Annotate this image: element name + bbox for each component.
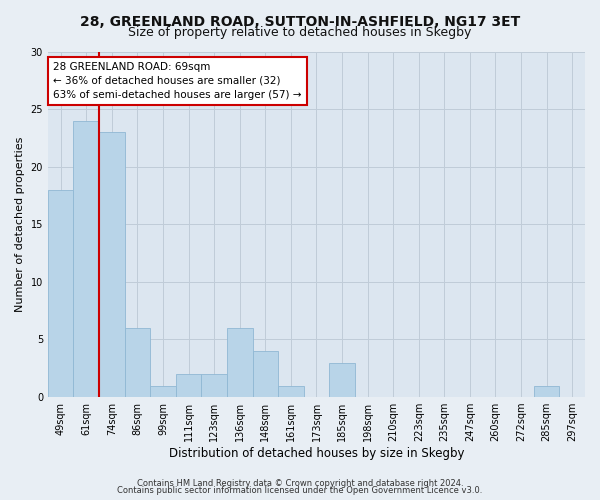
Text: Contains HM Land Registry data © Crown copyright and database right 2024.: Contains HM Land Registry data © Crown c… — [137, 478, 463, 488]
Bar — [48, 190, 73, 397]
X-axis label: Distribution of detached houses by size in Skegby: Distribution of detached houses by size … — [169, 447, 464, 460]
Bar — [73, 120, 99, 397]
Y-axis label: Number of detached properties: Number of detached properties — [15, 136, 25, 312]
Bar — [99, 132, 125, 397]
Bar — [125, 328, 150, 397]
Text: Contains public sector information licensed under the Open Government Licence v3: Contains public sector information licen… — [118, 486, 482, 495]
Bar — [329, 362, 355, 397]
Bar — [176, 374, 202, 397]
Text: 28, GREENLAND ROAD, SUTTON-IN-ASHFIELD, NG17 3ET: 28, GREENLAND ROAD, SUTTON-IN-ASHFIELD, … — [80, 15, 520, 29]
Bar — [534, 386, 559, 397]
Text: 28 GREENLAND ROAD: 69sqm
← 36% of detached houses are smaller (32)
63% of semi-d: 28 GREENLAND ROAD: 69sqm ← 36% of detach… — [53, 62, 302, 100]
Bar — [202, 374, 227, 397]
Bar — [253, 351, 278, 397]
Bar — [150, 386, 176, 397]
Bar — [278, 386, 304, 397]
Text: Size of property relative to detached houses in Skegby: Size of property relative to detached ho… — [128, 26, 472, 39]
Bar — [227, 328, 253, 397]
